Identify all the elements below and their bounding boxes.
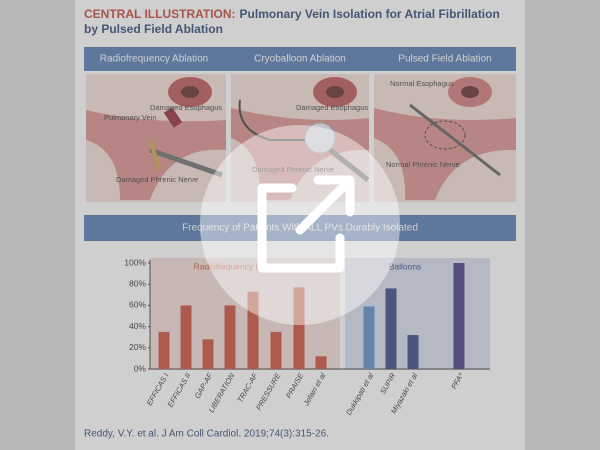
y-tick-label: 80%: [129, 278, 146, 288]
title-text: Pulmonary Vein Isolation for Atrial Fibr…: [240, 7, 500, 21]
bar: [247, 291, 259, 369]
bar: [270, 331, 282, 369]
annotation: Damaged Esophagus: [150, 103, 222, 112]
bar: [293, 287, 305, 369]
share-icon[interactable]: [257, 183, 345, 273]
annotation: Damaged Esophagus: [296, 103, 368, 112]
panel-title: Pulsed Field Ablation: [398, 54, 491, 65]
y-tick-label: 20%: [129, 342, 146, 352]
bar: [407, 335, 419, 369]
panel-header: [84, 47, 516, 71]
annotation: Normal Phrenic Nerve: [386, 160, 460, 169]
share-icon[interactable]: [295, 175, 355, 235]
panel-title: Cryoballoon Ablation: [254, 54, 346, 65]
title-text: by Pulsed Field Ablation: [84, 22, 223, 36]
annotation: Normal Esophagus: [390, 79, 454, 88]
bar: [385, 288, 397, 369]
panel-title: Radiofrequency Ablation: [100, 54, 208, 65]
bar: [180, 305, 192, 369]
bar: [202, 339, 214, 369]
title-label: CENTRAL ILLUSTRATION:: [84, 7, 236, 21]
group-label: Balloons: [389, 261, 422, 271]
bar: [363, 306, 375, 369]
y-tick-label: 0%: [134, 363, 147, 373]
bar: [315, 356, 327, 369]
open-button[interactable]: [200, 125, 400, 325]
illustration: [86, 74, 516, 202]
citation: Reddy, V.Y. et al. J Am Coll Cardiol. 20…: [84, 429, 329, 440]
annotation: Pulmonary Vein: [104, 113, 157, 122]
bar: [453, 263, 465, 369]
y-tick-label: 100%: [124, 257, 146, 267]
bar: [158, 331, 170, 369]
y-tick-label: 40%: [129, 321, 146, 331]
annotation: Damaged Phrenic Nerve: [116, 175, 198, 184]
annotation: Damaged Phrenic Nerve: [252, 165, 334, 174]
bar: [224, 305, 236, 369]
y-tick-label: 60%: [129, 300, 146, 310]
group-label: Radiofrequency Energy: [194, 261, 284, 271]
figure-title: CENTRAL ILLUSTRATION: Pulmonary Vein Isol…: [84, 7, 500, 21]
